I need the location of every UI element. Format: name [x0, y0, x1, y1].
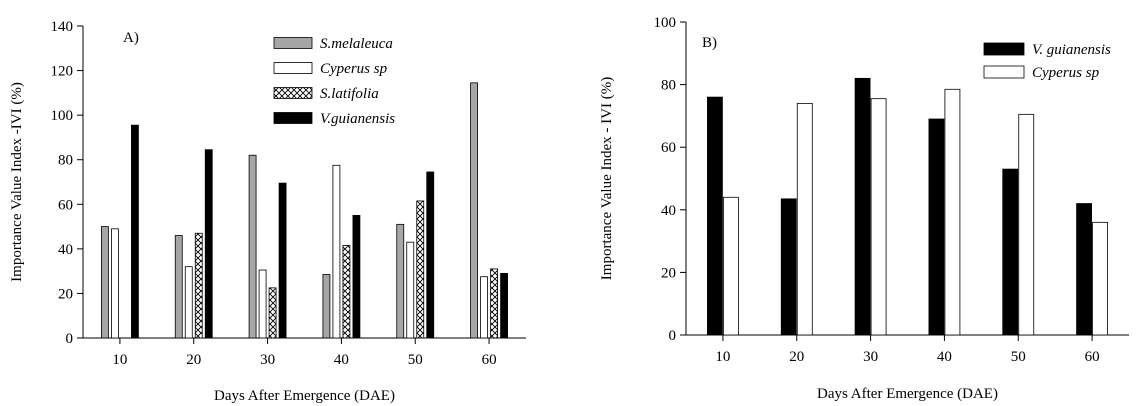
y-tick-label: 40: [661, 203, 676, 219]
x-tick-label: 50: [1011, 349, 1026, 365]
bar-v-guianensis-30: [854, 77, 871, 336]
bar-s-melaleuca-30: [248, 154, 257, 339]
legend-label-v-guianensis: V. guianensis: [1032, 42, 1111, 58]
bar-cyperus-sp-50: [1018, 113, 1035, 336]
x-tick-label: 40: [334, 352, 349, 368]
bar-cyperus-sp-30: [870, 98, 887, 336]
y-tick-label: 120: [51, 64, 74, 80]
y-axis-title: Importance Value Index - IVI (%): [599, 77, 615, 280]
y-tick-label: 100: [51, 108, 74, 124]
bar-s-melaleuca-20: [174, 235, 183, 339]
legend-label-s-latifolia: S.latifolia: [320, 86, 379, 102]
x-tick-label: 20: [186, 352, 201, 368]
bar-s-latifolia-50: [416, 200, 425, 339]
legend-swatch-s-latifolia: [273, 87, 313, 99]
y-tick-label: 80: [58, 153, 73, 169]
bar-cyperus-sp-40: [944, 88, 961, 336]
x-tick-label: 30: [260, 352, 275, 368]
bar-cyperus-sp-60: [480, 276, 488, 339]
bar-s-latifolia-30: [268, 287, 277, 339]
x-tick-label: 40: [937, 349, 952, 365]
bar-v-guianensis-50: [1002, 168, 1019, 336]
bar-cyperus-sp-10: [111, 228, 119, 339]
y-tick-label: 80: [661, 78, 676, 94]
x-tick-label: 20: [789, 349, 804, 365]
x-tick-label: 10: [715, 349, 730, 365]
panel-label: B): [702, 35, 717, 51]
y-tick-label: 100: [654, 15, 677, 31]
y-tick-label: 40: [58, 242, 73, 258]
bar-v-guianensis-10: [707, 96, 723, 336]
bar-s-latifolia-40: [342, 245, 351, 339]
bar-cyperus-sp-50: [406, 241, 415, 339]
bar-cyperus-sp-30: [258, 269, 267, 339]
bar-cyperus-sp-20: [184, 266, 193, 339]
panel-label: A): [123, 30, 139, 46]
chart-b: 0 20 40 60 80 100 10 20 30 40 50 60 Days After Emerg…: [599, 15, 1129, 402]
bar-cyperus-sp-20: [796, 102, 813, 336]
legend-label-v-guianensis: V.guianensis: [320, 111, 395, 127]
bar-v-guianensis-20: [780, 198, 797, 336]
bar-cyperus-sp-40: [332, 164, 341, 339]
legend-swatch-v-guianensis: [273, 112, 313, 124]
bar-cyperus-sp-10: [723, 196, 739, 336]
bar-v-guianensis-60: [500, 272, 508, 339]
x-tick-label: 30: [863, 349, 878, 365]
bar-v-guianensis-20: [204, 149, 213, 339]
y-tick-label: 20: [58, 286, 73, 302]
bar-v-guianensis-50: [426, 171, 435, 339]
legend-label-s-melaleuca: S.melaleuca: [320, 36, 393, 52]
y-tick-label: 60: [661, 140, 676, 156]
legend-swatch-v-guianensis: [983, 42, 1025, 56]
y-axis-title: Importance Value Index -IVI (%): [9, 82, 25, 282]
y-tick-label: 20: [661, 265, 676, 281]
bar-s-latifolia-60: [490, 268, 498, 339]
legend-label-cyperus-sp: Cyperus sp: [320, 61, 388, 77]
x-tick-label: 60: [482, 352, 497, 368]
bar-s-melaleuca-40: [322, 274, 331, 339]
bar-v-guianensis-40: [928, 118, 945, 336]
x-tick-label: 50: [408, 352, 423, 368]
y-tick-label: 140: [51, 19, 74, 35]
x-axis-title: Days After Emergence (DAE): [817, 386, 998, 402]
bar-s-melaleuca-50: [396, 223, 405, 339]
bar-v-guianensis-40: [352, 215, 361, 339]
bar-cyperus-sp-60: [1092, 221, 1108, 336]
bar-v-guianensis-60: [1076, 203, 1092, 336]
bar-v-guianensis-30: [278, 182, 287, 339]
x-tick-label: 10: [112, 352, 127, 368]
x-tick-label: 60: [1085, 349, 1100, 365]
y-tick-label: 0: [66, 331, 74, 347]
legend-swatch-cyperus-sp: [983, 65, 1025, 79]
legend-swatch-cyperus-sp: [273, 62, 313, 74]
legend-swatch-s-melaleuca: [273, 37, 313, 49]
bar-v-guianensis-10: [131, 124, 139, 339]
bar-s-melaleuca-10: [101, 226, 109, 339]
x-axis-title: Days After Emergence (DAE): [214, 388, 395, 404]
y-tick-label: 0: [669, 328, 677, 344]
legend-label-cyperus-sp: Cyperus sp: [1032, 65, 1100, 81]
bar-s-latifolia-20: [194, 232, 203, 339]
bar-s-melaleuca-60: [470, 82, 478, 339]
chart-a: 0 20 40 60 80 100 120 140 10 20 30 40 50 60 Days After…: [9, 19, 526, 404]
y-tick-label: 60: [58, 197, 73, 213]
